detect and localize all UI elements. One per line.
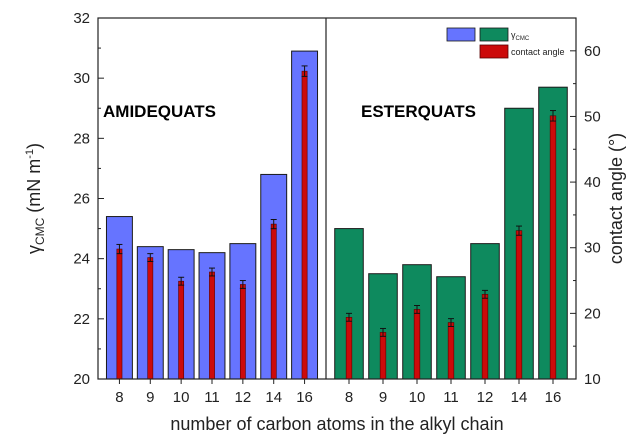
legend-label-gamma: γCMC: [511, 30, 530, 42]
bar-contact-angle: [147, 257, 154, 380]
y-left-base: γ: [24, 245, 44, 254]
x-tick-label: 11: [443, 389, 459, 406]
x-tick-label: 8: [115, 389, 123, 406]
bar-gamma-cmc: [368, 273, 398, 380]
bar-contact-angle: [379, 332, 387, 380]
panel-label-amidequats: AMIDEQUATS: [103, 102, 216, 121]
legend-swatch-esterquats: [479, 27, 509, 42]
panel-label-esterquats: ESTERQUATS: [361, 102, 476, 121]
y-left-unit: (mN m: [24, 159, 44, 218]
y-right-tick-label: 40: [584, 174, 601, 191]
y-right-tick-label: 20: [584, 305, 601, 322]
x-tick-label: 11: [204, 389, 220, 406]
x-tick-label: 14: [265, 389, 282, 406]
bar-contact-angle: [549, 115, 557, 380]
x-tick-label: 12: [235, 389, 252, 406]
x-axis-title: number of carbon atoms in the alkyl chai…: [170, 414, 503, 434]
bar-contact-angle: [345, 317, 353, 380]
bar-contact-angle: [413, 309, 421, 380]
y-left-tick-label: 30: [73, 70, 90, 87]
y-left-close: ): [24, 143, 44, 149]
bar-contact-angle: [515, 230, 523, 380]
bar-contact-angle: [239, 284, 246, 380]
y-right-tick-label: 60: [584, 43, 601, 60]
y-left-tick-label: 26: [73, 191, 90, 208]
legend-label-gamma-base: γ: [511, 30, 516, 40]
x-tick-label: 14: [511, 389, 528, 406]
legend-label-gamma-sub: CMC: [516, 36, 530, 42]
x-tick-label: 10: [173, 389, 190, 406]
bar-contact-angle: [481, 294, 489, 380]
bar-contact-angle: [209, 271, 215, 380]
bar-contact-angle: [270, 223, 277, 380]
legend-label-contact-angle: contact angle: [511, 47, 565, 57]
bar-contact-angle: [178, 280, 185, 380]
x-tick-label: 16: [296, 389, 313, 406]
y-right-tick-label: 30: [584, 240, 601, 257]
y-left-tick-label: 32: [73, 10, 90, 27]
bar-contact-angle: [116, 248, 123, 380]
y-right-tick-label: 50: [584, 108, 601, 125]
bars: [105, 50, 568, 380]
legend: γCMC contact angle: [446, 27, 565, 59]
y-left-sub: CMC: [33, 217, 47, 245]
y-left-tick-label: 20: [73, 371, 90, 388]
legend-swatch-contact-angle: [479, 44, 509, 59]
left-axis: 20 22 24 26 28 30 32: [73, 10, 104, 388]
bar-contact-angle: [447, 322, 455, 380]
y-axis-left-title: γCMC (mN m-1): [24, 143, 47, 254]
x-tick-label: 12: [477, 389, 494, 406]
x-tick-label: 9: [146, 389, 154, 406]
y-left-tick-label: 24: [73, 251, 90, 268]
y-left-tick-label: 22: [73, 311, 90, 328]
y-right-tick-label: 10: [584, 371, 601, 388]
right-axis: 10 20 30 40 50 60: [570, 17, 601, 388]
x-tick-label: 9: [379, 389, 387, 406]
plot-frame: [97, 17, 577, 380]
x-tick-label: 10: [409, 389, 426, 406]
y-axis-right-title: contact angle (°): [606, 133, 626, 264]
x-axis: 8 9 10 11 12 14 16 8 9 10 11 12 14 16: [115, 379, 561, 406]
y-left-sup: -1: [24, 149, 36, 159]
y-left-tick-label: 28: [73, 130, 90, 147]
x-tick-label: 8: [345, 389, 353, 406]
bar-contact-angle: [301, 70, 308, 380]
x-tick-label: 16: [545, 389, 562, 406]
legend-swatch-amidequats: [446, 27, 476, 42]
